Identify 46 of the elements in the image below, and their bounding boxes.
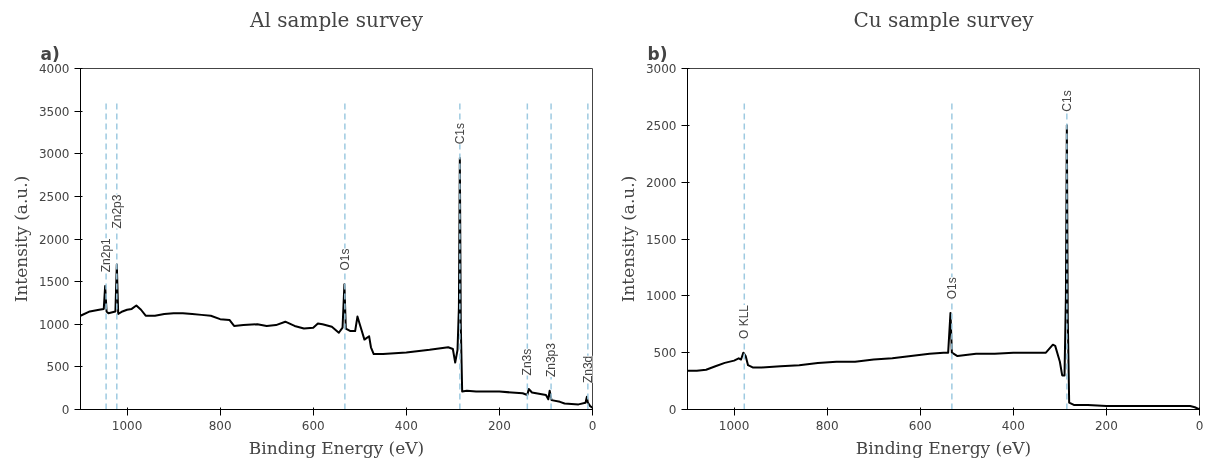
y-tick-label: 0 [61,403,70,417]
y-tick-label: 500 [653,346,677,361]
x-tick-label: 600 [301,418,325,433]
y-tick-label: 3500 [38,104,70,119]
y-tick-label: 4000 [38,62,70,76]
ref-line-label: Zn3p3 [544,342,559,378]
x-tick-label: 400 [1001,418,1025,433]
x-tick-label: 1000 [718,418,750,433]
y-tick-label: 2500 [38,189,70,204]
y-tick-label: 2000 [38,232,70,247]
chart-title: Al sample survey [249,7,424,32]
x-tick-label: 200 [1094,418,1118,433]
x-tick-label: 600 [908,418,932,433]
chart-title: Cu sample survey [853,7,1035,32]
y-tick-label: 2500 [645,118,677,133]
ref-line-label: Zn3s [520,348,535,376]
ref-line-label: O KLL [737,304,752,340]
ref-line-label: C1s [1059,90,1074,112]
ref-line-label: Zn3d [580,355,595,384]
x-tick-label: 0 [588,418,597,433]
y-tick-label: 1500 [645,232,677,247]
x-tick-label: 400 [394,418,418,433]
y-tick-label: 1000 [38,317,70,332]
x-axis-title: Binding Energy (eV) [855,437,1032,458]
y-tick-label: 1500 [38,275,70,290]
x-tick-label: 200 [487,418,511,433]
ref-line-label: Zn2p3 [109,194,124,229]
x-tick-label: 800 [815,418,839,433]
y-tick-label: 3000 [38,147,70,162]
x-tick-label: 1000 [111,418,143,433]
x-axis-title: Binding Energy (eV) [248,437,425,458]
y-tick-label: 1000 [645,289,677,304]
text: a) [40,43,60,64]
ref-line-label: Zn2p1 [99,237,114,273]
y-tick-label: 500 [46,360,70,375]
ref-line-label: C1s [452,123,467,145]
text: b) [647,43,668,64]
y-axis-title: Intensity (a.u.) [617,175,638,303]
y-axis-title: Intensity (a.u.) [10,175,31,303]
y-tick-label: 0 [668,403,677,417]
x-tick-label: 800 [208,418,232,433]
y-tick-label: 3000 [645,62,677,76]
ref-line-label: O1s [944,277,959,300]
y-tick-label: 2000 [645,175,677,190]
ref-line-label: O1s [337,248,352,271]
x-tick-label: 0 [1195,418,1204,433]
